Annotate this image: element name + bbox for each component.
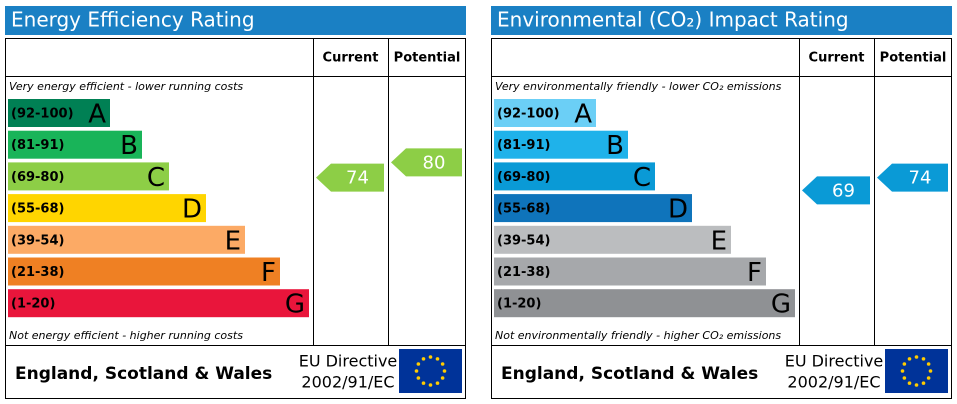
band-letter: G [771,290,791,320]
rating-band [494,162,655,191]
eu-star [421,381,426,385]
footer-region: England, Scotland & Wales [501,364,758,384]
eu-star [416,376,421,380]
eu-star [921,357,926,361]
footer-region: England, Scotland & Wales [15,364,272,384]
band-letter: C [147,163,165,193]
band-letter: A [88,100,106,130]
panel-title: Energy Efficiency Rating [11,8,255,32]
band-letter: F [261,258,276,288]
band-range: (39-54) [497,233,550,248]
band-letter: G [285,290,305,320]
panel-frame [5,38,466,399]
rating-band [494,99,596,127]
band-range: (1-20) [497,297,541,312]
rating-band [8,225,245,254]
header-current: Current [323,51,379,66]
title-bar [491,6,952,35]
eu-star [442,369,447,373]
eu-star [926,376,931,380]
top-note: Very environmentally friendly - lower CO… [495,80,782,93]
band-range: (55-68) [497,202,550,217]
band-range: (1-20) [11,297,55,312]
band-range: (55-68) [11,202,64,217]
header-potential: Potential [394,51,461,66]
rating-band [8,99,110,127]
rating-arrow [316,163,384,192]
eu-star [428,355,433,359]
eu-star [440,376,445,380]
footer-directive: EU Directive [299,352,398,371]
band-letter: D [668,195,688,225]
rating-band [8,289,309,318]
top-note: Very energy efficient - lower running co… [9,80,243,93]
eu-star [914,383,919,387]
panel-frame [491,38,952,399]
band-letter: F [747,258,762,288]
eu-star [914,355,919,359]
rating-value: 74 [346,168,369,189]
band-letter: B [120,131,138,161]
title-bar [5,6,466,35]
eu-star [902,362,907,366]
rating-band [8,257,280,286]
band-letter: B [606,131,624,161]
header-potential: Potential [880,51,947,66]
band-range: (81-91) [11,138,64,153]
bottom-note: Not environmentally friendly - higher CO… [495,329,781,342]
rating-band [8,130,142,159]
band-letter: E [225,226,241,256]
rating-value: 74 [909,168,932,189]
band-range: (69-80) [497,170,550,185]
rating-arrow [802,176,870,205]
band-letter: A [574,100,592,130]
rating-band [8,194,206,223]
rating-band [494,130,628,159]
rating-band [8,162,169,191]
rating-band [494,257,766,286]
band-letter: D [182,195,202,225]
eu-star [421,357,426,361]
band-range: (21-38) [11,265,64,280]
eu-star [435,381,440,385]
band-range: (69-80) [11,170,64,185]
eu-star [921,381,926,385]
eu-star [414,369,419,373]
bottom-note: Not energy efficient - higher running co… [9,329,243,342]
rating-value: 80 [423,152,446,173]
eu-star [435,357,440,361]
rating-arrow [391,148,462,177]
header-current: Current [809,51,865,66]
eu-star [907,357,912,361]
band-letter: C [633,163,651,193]
eu-star [440,362,445,366]
footer-directive: 2002/91/EC [301,373,394,392]
rating-value: 69 [832,180,855,201]
rating-band [494,225,731,254]
footer-directive: 2002/91/EC [787,373,880,392]
eu-star [900,369,905,373]
band-range: (92-100) [11,107,74,122]
panel-title: Environmental (CO₂) Impact Rating [497,8,849,32]
band-letter: E [711,226,727,256]
band-range: (21-38) [497,265,550,280]
eu-star [416,362,421,366]
eu-star [428,383,433,387]
rating-band [494,194,692,223]
band-range: (92-100) [497,107,560,122]
band-range: (81-91) [497,138,550,153]
rating-arrow [877,163,948,192]
rating-band [494,289,795,318]
eu-star [928,369,933,373]
eu-star [926,362,931,366]
band-range: (39-54) [11,233,64,248]
eu-star [907,381,912,385]
eu-star [902,376,907,380]
footer-directive: EU Directive [785,352,884,371]
